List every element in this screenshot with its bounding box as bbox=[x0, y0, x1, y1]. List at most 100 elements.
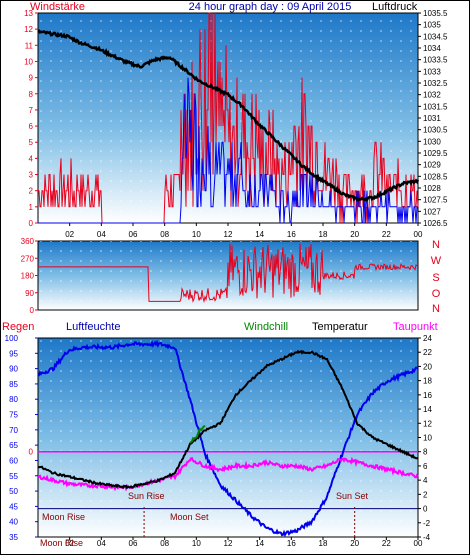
humidity-tick-label: 50 bbox=[9, 487, 18, 496]
x-tick-label: 16 bbox=[287, 230, 296, 239]
direction-tick-label: 360 bbox=[21, 237, 35, 246]
windchill-label: Windchill bbox=[244, 321, 288, 333]
humidity-tick-label: 95 bbox=[9, 349, 18, 358]
x-tick-label: 16 bbox=[287, 539, 296, 548]
temperature-tick-label: 2 bbox=[423, 490, 428, 499]
wind-label: Windstärke bbox=[30, 1, 85, 13]
x-tick-label: 22 bbox=[382, 230, 391, 239]
x-tick-label: 14 bbox=[255, 230, 264, 239]
x-tick-label: 06 bbox=[129, 230, 138, 239]
compass-letter: S bbox=[432, 272, 439, 284]
temperature-tick-label: 14 bbox=[423, 405, 432, 414]
temperature-tick-label: 0 bbox=[423, 505, 428, 514]
humidity-tick-label: 90 bbox=[9, 365, 18, 374]
sun-set-label: Sun Set bbox=[336, 491, 369, 501]
wind-tick-label: 13 bbox=[24, 9, 33, 18]
x-tick-label: 06 bbox=[129, 539, 138, 548]
humidity-tick-label: 85 bbox=[9, 380, 18, 389]
wind-direction-series bbox=[38, 243, 419, 304]
temperature-tick-label: 20 bbox=[423, 362, 432, 371]
panel-dots bbox=[38, 338, 418, 537]
wind-tick-label: 9 bbox=[29, 74, 34, 83]
wind-tick-label: 3 bbox=[29, 171, 34, 180]
x-tick-label: 12 bbox=[224, 230, 233, 239]
x-tick-label: 10 bbox=[192, 230, 201, 239]
humidity-tick-label: 75 bbox=[9, 411, 18, 420]
pressure-tick-label: 1034.5 bbox=[423, 32, 448, 41]
moon-set-label: Moon Set bbox=[170, 512, 209, 522]
temperature-tick-label: 6 bbox=[423, 462, 428, 471]
x-tick-label: 00 bbox=[414, 539, 423, 548]
wind-tick-label: 5 bbox=[29, 138, 34, 147]
pressure-tick-label: 1029 bbox=[423, 161, 441, 170]
pressure-tick-label: 1035 bbox=[423, 21, 441, 30]
pressure-tick-label: 1034 bbox=[423, 44, 441, 53]
pressure-tick-label: 1031 bbox=[423, 114, 441, 123]
temperature-series bbox=[37, 349, 419, 490]
sun-rise-label: Sun Rise bbox=[128, 491, 165, 501]
humidity-tick-label: 70 bbox=[9, 426, 18, 435]
x-tick-label: 20 bbox=[350, 230, 359, 239]
direction-tick-label: 0 bbox=[30, 306, 35, 315]
direction-tick-label: 270 bbox=[21, 254, 35, 263]
wind-tick-label: 8 bbox=[29, 90, 34, 99]
pressure-tick-label: 1026.5 bbox=[423, 219, 448, 228]
temperature-tick-label: 8 bbox=[423, 448, 428, 457]
rain-label: Regen bbox=[2, 321, 34, 333]
pressure-tick-label: 1029.5 bbox=[423, 149, 448, 158]
moon-rise-label: Moon Rise bbox=[42, 512, 85, 522]
humidity-tick-label: 80 bbox=[9, 395, 18, 404]
humidity-tick-label: 35 bbox=[9, 533, 18, 542]
wind-tick-label: 7 bbox=[29, 106, 34, 115]
x-tick-label: 18 bbox=[319, 539, 328, 548]
temperature-tick-label: 18 bbox=[423, 377, 432, 386]
humidity-tick-label: 55 bbox=[9, 472, 18, 481]
temperature-tick-label: 4 bbox=[423, 476, 428, 485]
wind-tick-label: 11 bbox=[25, 41, 34, 50]
chart-title: 24 hour graph day : 09 April 2015 bbox=[189, 1, 352, 13]
x-tick-label: 00 bbox=[414, 230, 423, 239]
compass-letter: W bbox=[431, 255, 442, 267]
pressure-label: Luftdruck bbox=[372, 1, 418, 13]
x-tick-label: 20 bbox=[350, 539, 359, 548]
temperature-label: Temperatur bbox=[312, 321, 368, 333]
pressure-tick-label: 1035.5 bbox=[423, 9, 448, 18]
wind-direction-panel: 0 90 180 270 360 bbox=[21, 237, 419, 315]
windchill-series bbox=[189, 424, 206, 444]
temperature-tick-label: -4 bbox=[423, 533, 431, 542]
pressure-series bbox=[37, 29, 420, 202]
x-tick-label: 02 bbox=[65, 539, 74, 548]
compass-letter: N bbox=[432, 303, 440, 315]
temperature-tick-label: 22 bbox=[423, 348, 432, 357]
x-tick-label: 04 bbox=[97, 539, 106, 548]
humidity-label: Luftfeuchte bbox=[66, 321, 120, 333]
x-tick-label: 22 bbox=[382, 539, 391, 548]
wind-tick-label: 4 bbox=[29, 154, 34, 163]
x-tick-label: 08 bbox=[160, 539, 169, 548]
dewpoint-series bbox=[37, 456, 419, 492]
x-tick-label: 12 bbox=[224, 539, 233, 548]
pressure-tick-label: 1030.5 bbox=[423, 126, 448, 135]
x-tick-label: 04 bbox=[97, 230, 106, 239]
pressure-tick-label: 1027 bbox=[423, 207, 441, 216]
wind-average-series bbox=[38, 77, 418, 224]
temperature-tick-label: 24 bbox=[423, 334, 432, 343]
x-tick-label: 10 bbox=[192, 539, 201, 548]
direction-tick-label: 90 bbox=[25, 289, 34, 298]
pressure-tick-label: 1032.5 bbox=[423, 79, 448, 88]
temperature-tick-label: 10 bbox=[423, 434, 432, 443]
humidity-series bbox=[37, 339, 419, 538]
x-tick-label: 02 bbox=[65, 230, 74, 239]
pressure-tick-label: 1033 bbox=[423, 67, 441, 76]
wind-tick-label: 12 bbox=[24, 25, 33, 34]
humidity-tick-label: 65 bbox=[9, 441, 18, 450]
x-tick-label: 18 bbox=[319, 230, 328, 239]
moon-rise-bottom-label: Moon Rise bbox=[40, 538, 83, 548]
humidity-tick-label: 100 bbox=[5, 334, 19, 343]
x-tick-label: 14 bbox=[255, 539, 264, 548]
dewpoint-label: Taupunkt bbox=[393, 321, 438, 333]
compass-letter: N bbox=[432, 239, 440, 251]
